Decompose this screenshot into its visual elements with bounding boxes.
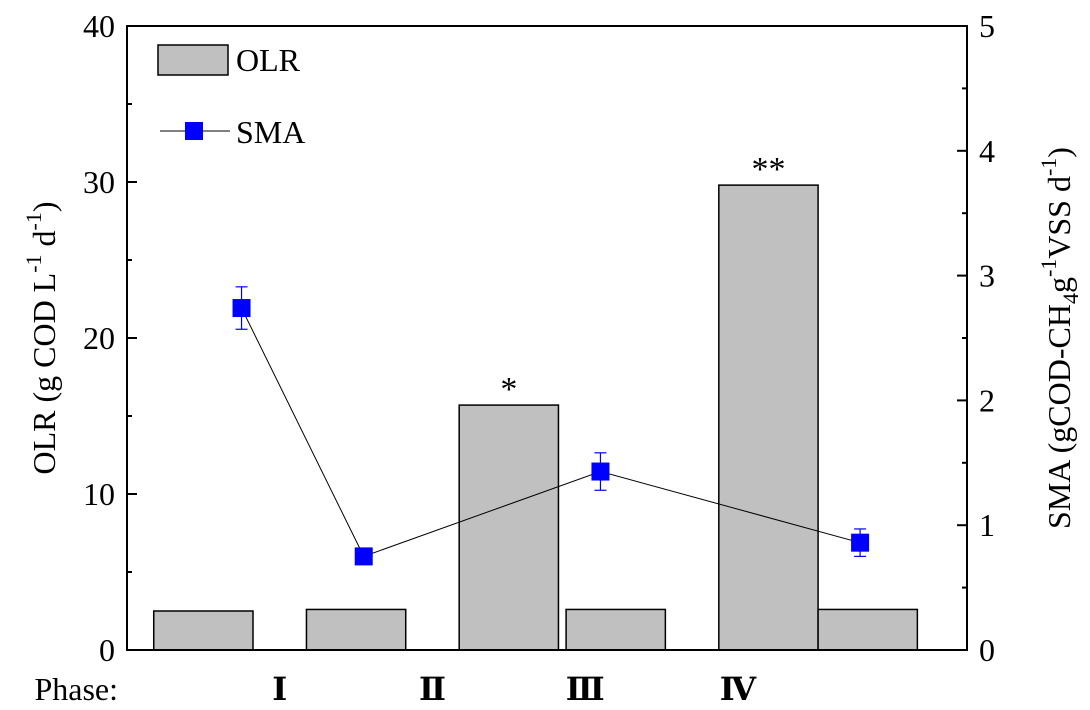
legend-olr-label: OLR	[236, 42, 301, 78]
left-axis-title-sup: -1	[21, 254, 46, 272]
sma-point	[354, 547, 373, 566]
olr-bar	[718, 184, 819, 651]
legend-sma-label: SMA	[236, 114, 305, 150]
right-tick-label: 3	[979, 258, 995, 294]
olr-bar	[817, 608, 919, 651]
left-axis-title-sup: -1	[21, 212, 46, 230]
olr-bars: ***	[152, 151, 919, 651]
right-axis-title-sup: -1	[1036, 158, 1061, 176]
phase-label: Ⅱ	[419, 671, 446, 707]
olr-bar	[305, 608, 407, 651]
left-tick-label: 0	[99, 632, 115, 668]
significance-annotation: *	[500, 371, 517, 408]
sma-point	[591, 462, 610, 481]
right-axis-title: SMA (gCOD-CH4g-1VSS d-1)	[1036, 147, 1083, 529]
left-tick-label: 10	[83, 476, 115, 512]
sma-series	[232, 286, 870, 566]
olr-bar	[458, 404, 560, 651]
right-tick-label: 4	[979, 133, 995, 169]
legend-bar-swatch	[157, 44, 229, 76]
right-tick-label: 2	[979, 382, 995, 418]
legend: OLR SMA	[157, 42, 305, 150]
right-tick-label: 0	[979, 632, 995, 668]
phase-label: Ⅳ	[720, 671, 757, 707]
left-axis-title-part: )	[26, 201, 62, 212]
sma-point	[232, 299, 251, 318]
legend-marker-swatch	[185, 122, 203, 140]
left-tick-label: 30	[83, 164, 115, 200]
olr-bar	[565, 608, 667, 651]
right-axis-title-part: SMA (gCOD-CH	[1041, 304, 1077, 529]
left-axis-title-part: d	[26, 230, 62, 254]
left-tick-label: 40	[83, 8, 115, 44]
right-axis-title-sup: -1	[1036, 259, 1061, 277]
sma-line	[241, 307, 861, 558]
left-axis-title-part: OLR (g COD L	[26, 273, 62, 475]
significance-annotation: **	[751, 151, 785, 188]
olr-bar	[152, 610, 254, 651]
left-axis-title: OLR (g COD L-1 d-1)	[21, 201, 62, 474]
right-axis-title-part: g	[1041, 277, 1077, 293]
right-tick-label: 5	[979, 8, 995, 44]
right-axis-title-sub: 4	[1058, 293, 1083, 304]
sma-point	[851, 533, 870, 552]
left-tick-label: 20	[83, 320, 115, 356]
phase-axis-label: Phase:	[34, 671, 118, 707]
right-tick-label: 1	[979, 507, 995, 543]
phase-label: Ⅰ	[272, 671, 287, 707]
right-axis-title-part: )	[1041, 147, 1077, 158]
right-axis-title-part: VSS d	[1041, 176, 1077, 259]
phase-label: Ⅲ	[566, 671, 605, 707]
